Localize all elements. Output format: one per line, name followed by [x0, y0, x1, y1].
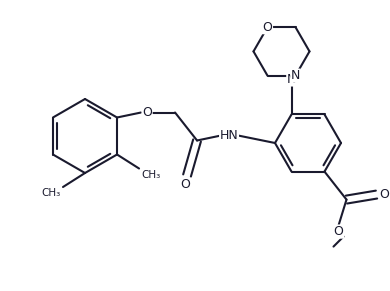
Text: O: O: [142, 106, 152, 119]
Text: CH₃: CH₃: [141, 169, 160, 180]
Text: O: O: [262, 21, 273, 34]
Text: CH₃: CH₃: [42, 188, 61, 198]
Text: O: O: [379, 188, 390, 201]
Text: N: N: [291, 69, 300, 82]
Text: HN: HN: [220, 129, 238, 142]
Text: O: O: [180, 178, 190, 191]
Text: N: N: [287, 73, 296, 86]
Text: O: O: [333, 225, 344, 238]
